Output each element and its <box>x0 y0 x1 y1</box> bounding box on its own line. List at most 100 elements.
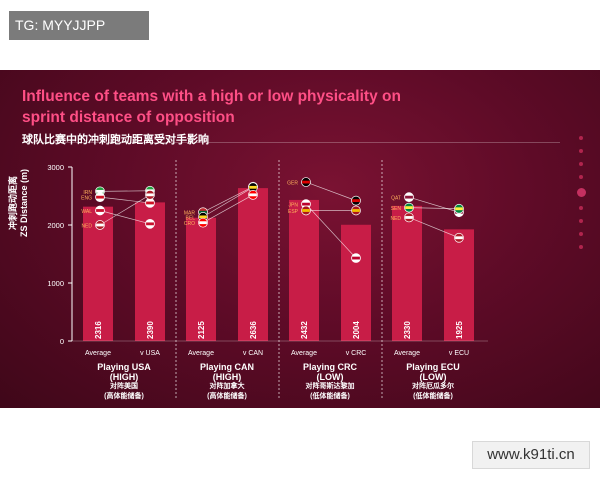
team-code-label: JPN <box>289 203 299 209</box>
y-tick-label: 0 <box>60 337 64 346</box>
bar-value-label: 2330 <box>403 321 412 339</box>
group-level: (LOW) <box>316 372 344 382</box>
team-flag-stripe <box>352 199 360 203</box>
team-flag-stripe <box>455 236 463 240</box>
group-title-cn: 对阵加拿大 <box>209 383 245 390</box>
team-flag-stripe <box>352 209 360 212</box>
team-connector <box>408 207 460 210</box>
group-level: (HIGH) <box>212 372 242 382</box>
bar-value-label: 2432 <box>300 321 309 339</box>
team-code-label: ESP <box>288 209 299 215</box>
x-tick-label: Average <box>85 350 111 357</box>
group-title-cn: 对阵美国 <box>110 383 138 390</box>
team-flag-stripe <box>352 256 360 260</box>
y-tick-label: 1000 <box>47 279 64 288</box>
x-tick-label: Average <box>188 350 214 357</box>
team-code-label: NED <box>81 224 92 230</box>
team-flag-stripe <box>96 195 104 199</box>
y-tick-label: 2000 <box>47 221 64 230</box>
group-title-cn: 对阵厄瓜多尔 <box>412 383 454 390</box>
x-tick-label: v USA <box>140 350 160 357</box>
bar <box>186 217 216 341</box>
group-label: Playing ECU (LOW) 对阵厄瓜多尔 (低体能储备) <box>388 362 478 402</box>
team-flag-stripe <box>146 222 154 226</box>
team-flag-stripe <box>405 195 413 199</box>
bar <box>238 188 268 341</box>
bar <box>289 199 319 341</box>
bar <box>341 224 371 341</box>
group-label: Playing USA (HIGH) 对阵美国 (高体能储备) <box>79 362 169 402</box>
group-label: Playing CAN (HIGH) 对阵加拿大 (高体能储备) <box>182 362 272 402</box>
team-connector <box>408 217 460 239</box>
team-connector <box>305 181 357 201</box>
watermark-top: TG: MYYJJPP <box>9 11 149 40</box>
team-code-label: GER <box>287 181 298 187</box>
team-flag-stripe <box>146 201 154 205</box>
team-code-label: NED <box>390 216 401 222</box>
bar-value-label: 1925 <box>455 321 464 339</box>
group-level-cn: (高体能储备) <box>207 393 247 400</box>
bar-value-label: 2316 <box>94 321 103 339</box>
team-code-label: SEN <box>391 206 402 212</box>
team-flag-stripe <box>96 189 104 193</box>
team-code-label: MAR <box>184 211 196 217</box>
bar-value-label: 2390 <box>146 321 155 339</box>
group-level: (HIGH) <box>109 372 139 382</box>
group-level-cn: (低体能储备) <box>310 393 350 400</box>
team-flag-stripe <box>302 180 310 184</box>
group-title: Playing CAN <box>199 362 254 372</box>
header-divider <box>22 142 560 143</box>
team-code-label: QAT <box>391 196 401 202</box>
team-flag-stripe <box>405 206 413 209</box>
team-flag-stripe <box>199 221 207 225</box>
team-code-label: WAL <box>81 209 92 215</box>
x-tick-label: v CAN <box>243 350 263 357</box>
team-flag-stripe <box>455 207 463 211</box>
group-level: (LOW) <box>419 372 447 382</box>
team-connector <box>202 186 254 218</box>
decorative-dots <box>577 136 586 258</box>
x-tick-label: Average <box>394 350 420 357</box>
team-code-label: BEL <box>186 215 196 221</box>
chart-title: Influence of teams with a high or low ph… <box>22 88 401 126</box>
team-connector <box>202 186 254 213</box>
x-tick-label: v ECU <box>449 350 469 357</box>
group-title: Playing USA <box>97 362 151 372</box>
group-title: Playing CRC <box>302 362 357 372</box>
group-level-cn: (低体能储备) <box>413 393 453 400</box>
team-flag-stripe <box>302 209 310 212</box>
team-connector <box>202 194 254 223</box>
bar <box>392 205 422 341</box>
bar-value-label: 2125 <box>197 321 206 339</box>
x-tick-label: Average <box>291 350 317 357</box>
team-connector <box>99 194 151 226</box>
group-label: Playing CRC (LOW) 对阵哥斯达黎加 (低体能储备) <box>285 362 375 402</box>
y-tick-label: 3000 <box>47 163 64 172</box>
team-flag-stripe <box>249 185 257 189</box>
group-title-cn: 对阵哥斯达黎加 <box>305 383 355 390</box>
team-connector <box>99 196 151 204</box>
bar-value-label: 2636 <box>249 321 258 339</box>
chart-subtitle: 球队比赛中的冲刺跑动距离受对手影响 <box>22 134 209 146</box>
team-connector <box>99 190 151 192</box>
team-flag-stripe <box>199 215 207 219</box>
team-flag-stripe <box>405 216 413 219</box>
team-flag-stripe <box>96 223 104 227</box>
team-flag-stripe <box>249 193 257 197</box>
team-code-label: CRO <box>184 221 195 227</box>
x-tick-label: v CRC <box>346 350 367 357</box>
group-level-cn: (高体能储备) <box>104 393 144 400</box>
team-code-label: ENG <box>81 196 92 202</box>
team-flag-stripe <box>302 202 310 206</box>
team-code-label: IRN <box>83 190 92 196</box>
bar <box>444 229 474 341</box>
watermark-bottom: www.k91ti.cn <box>472 441 590 469</box>
team-connector <box>408 196 460 213</box>
team-connector <box>99 210 151 225</box>
team-flag-stripe <box>96 209 104 212</box>
team-flag-stripe <box>146 193 154 197</box>
team-connector <box>305 203 357 259</box>
bar-value-label: 2004 <box>352 321 361 339</box>
group-title: Playing ECU <box>406 362 460 372</box>
